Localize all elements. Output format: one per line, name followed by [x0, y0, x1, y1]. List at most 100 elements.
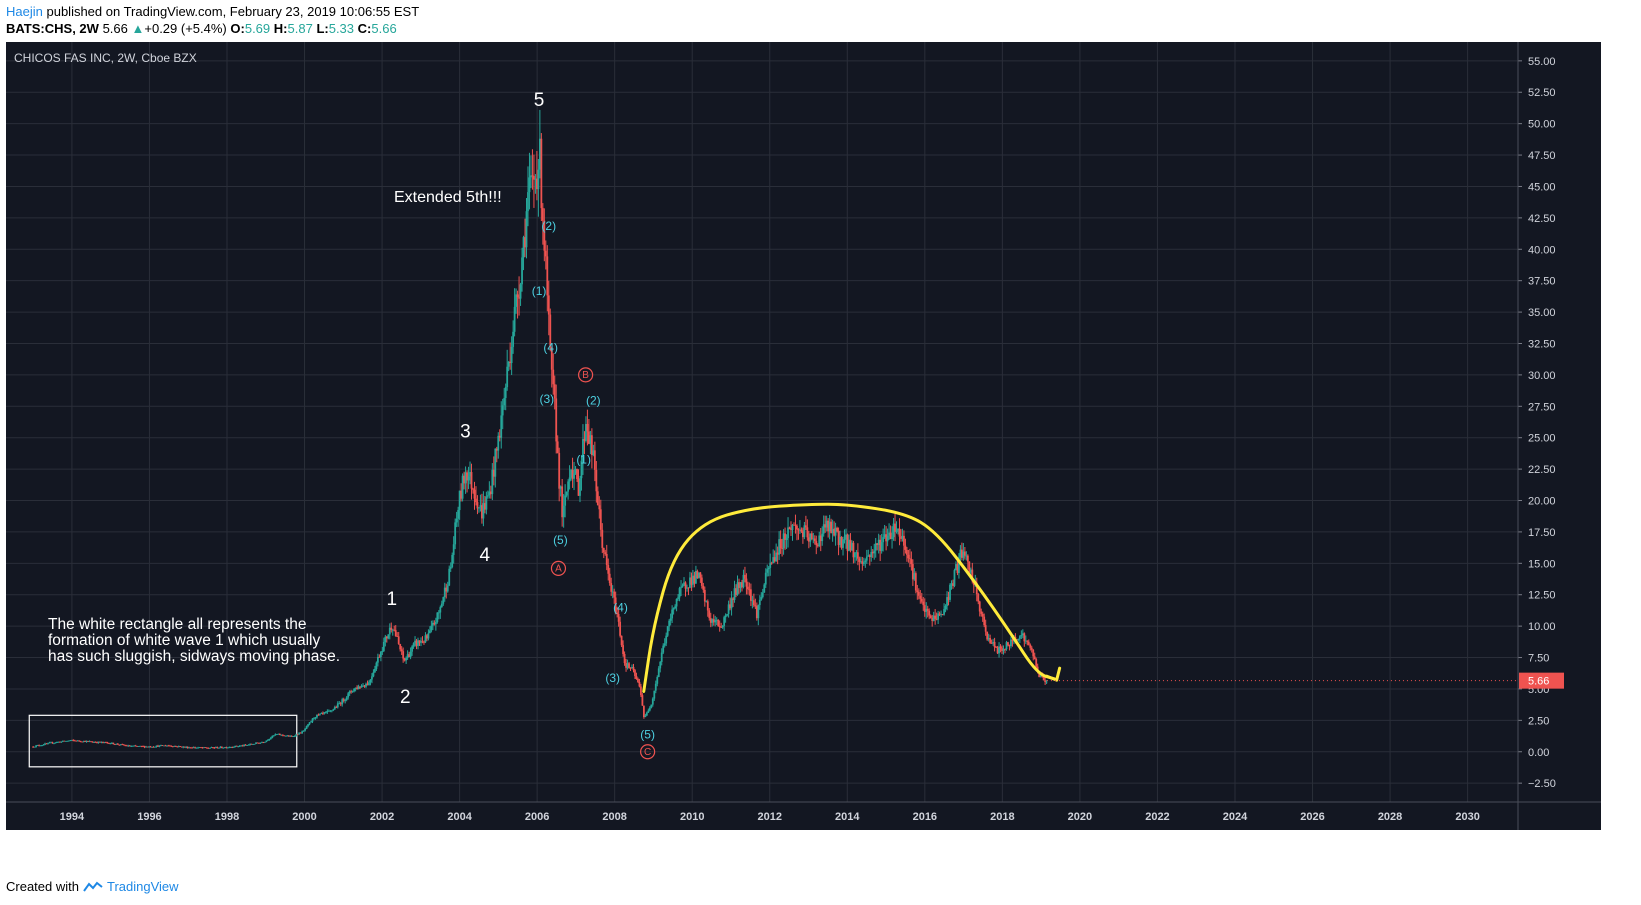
y-tick-label: 20.00: [1528, 496, 1556, 508]
y-tick-label: 45.00: [1528, 181, 1556, 193]
candle-body: [781, 548, 783, 550]
candle-body: [989, 638, 992, 643]
candle-body: [452, 544, 455, 555]
candle-body: [625, 663, 627, 668]
candle-body: [440, 603, 443, 608]
candle-body: [399, 643, 402, 650]
candle-body: [858, 558, 861, 562]
candle-body: [776, 552, 779, 555]
wave-label: 5: [534, 90, 545, 111]
candle-body: [969, 569, 972, 573]
candle-body: [715, 619, 718, 621]
candle-body: [36, 745, 39, 746]
candle-body: [250, 743, 253, 745]
candle-body: [932, 615, 935, 621]
candle-body: [327, 710, 330, 712]
high-label: H:: [273, 21, 288, 36]
candle-body: [201, 747, 204, 749]
candle-body: [501, 405, 504, 416]
candle-body: [922, 601, 925, 606]
candle-body: [122, 744, 125, 746]
candle-body: [761, 592, 764, 598]
candle-body: [109, 743, 112, 745]
candle-body: [226, 747, 229, 749]
candle-body: [94, 742, 97, 743]
candle-body: [666, 626, 669, 636]
wave-label: (5): [640, 728, 655, 742]
candle-body: [116, 743, 119, 745]
candle-body: [475, 498, 477, 503]
candle-body: [796, 525, 798, 530]
wave-label: (2): [541, 219, 556, 233]
candle-body: [362, 685, 364, 687]
candle-body: [76, 740, 79, 742]
candle-body: [253, 743, 256, 745]
candle-body: [654, 683, 657, 691]
candle-body: [785, 538, 788, 540]
y-tick-label: 10.00: [1528, 621, 1556, 633]
chart-svg[interactable]: 5 3 4 1 2 (2) (1) (4) (3) (2) (1) (5) (4) (3) (5) B A C 5…: [6, 42, 1601, 870]
candle-body: [628, 663, 630, 669]
candle-body: [255, 742, 257, 744]
wave-label: (5): [553, 533, 568, 547]
candle-body: [524, 237, 526, 248]
candle-body: [238, 745, 241, 747]
candle-body: [564, 495, 567, 506]
candle-body: [385, 636, 388, 639]
candle-body: [1029, 644, 1032, 648]
candle-body: [478, 507, 480, 509]
candle-body: [329, 710, 332, 712]
candle-body: [469, 472, 471, 477]
candle-body: [842, 539, 844, 548]
candle-body: [877, 539, 880, 546]
candle-body: [136, 746, 139, 747]
author-link[interactable]: Haejin: [6, 4, 43, 19]
candle-body: [549, 314, 552, 348]
x-tick-label: 2010: [680, 811, 704, 823]
candle-body: [732, 598, 734, 600]
candle-body: [815, 541, 818, 546]
candle-body: [375, 662, 378, 669]
candle-body: [816, 545, 819, 547]
candle-body: [481, 505, 483, 519]
candle-body: [705, 601, 708, 603]
candle-body: [69, 740, 72, 742]
candle-body: [663, 643, 666, 646]
candle-body: [1018, 636, 1021, 639]
candle-body: [794, 524, 797, 526]
candle-body: [265, 740, 268, 742]
candle-body: [644, 715, 647, 718]
candle-body: [378, 657, 381, 658]
low-value: 5.33: [328, 21, 355, 36]
candle-body: [573, 473, 575, 479]
y-tick-label: 12.50: [1528, 590, 1556, 602]
candle-body: [1038, 671, 1041, 677]
candle-body: [420, 641, 422, 643]
candle-body: [733, 588, 736, 600]
candle-body: [550, 347, 553, 370]
candle-body: [1020, 635, 1023, 637]
wave-label: 3: [460, 422, 471, 443]
candle-body: [188, 747, 191, 749]
candle-body: [286, 735, 289, 737]
candle-body: [449, 567, 452, 569]
publish-line: Haejin published on TradingView.com, Feb…: [6, 4, 419, 19]
candle-body: [703, 589, 706, 602]
circled-wave-label: C: [640, 744, 656, 760]
candle-body: [966, 555, 969, 562]
candle-body: [610, 583, 613, 592]
candle-body: [965, 555, 968, 557]
price-axis[interactable]: 55.00 52.50 50.00 47.50 45.00 42.50 40.00 37.50…: [1518, 56, 1556, 790]
x-tick-label: 2014: [835, 811, 860, 823]
close-value: 5.66: [371, 21, 397, 36]
candle-body: [717, 619, 720, 626]
symbol-label[interactable]: BATS:CHS, 2W: [6, 21, 99, 36]
candle-body: [928, 610, 931, 616]
candle-body: [307, 724, 309, 727]
time-axis[interactable]: 1994 1996 1998 2000 2002 2004 2006 2008 2010 2012…: [60, 811, 1480, 823]
chart-area[interactable]: 5 3 4 1 2 (2) (1) (4) (3) (2) (1) (5) (4) (3) (5) B A C 5…: [6, 42, 1601, 870]
candle-body: [189, 747, 192, 749]
candle-body: [935, 618, 938, 620]
tradingview-link[interactable]: TradingView: [106, 879, 179, 894]
candle-body: [535, 178, 538, 190]
